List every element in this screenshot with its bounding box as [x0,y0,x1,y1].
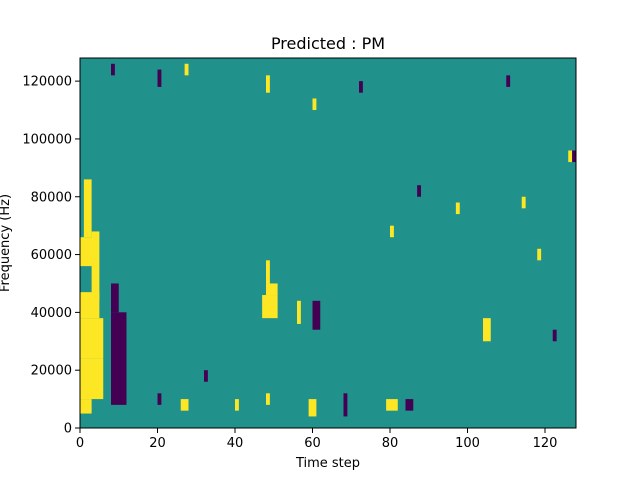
heatmap-cell [266,260,270,284]
x-tick-label: 100 [455,436,480,451]
heatmap-cell [80,399,92,414]
heatmap-background [80,58,576,428]
heatmap-cell [552,329,557,342]
y-tick-label: 120000 [22,75,72,90]
heatmap-cell [157,69,162,87]
heatmap-cell [568,150,573,163]
heatmap-cells [80,63,576,417]
heatmap-cell [80,318,104,359]
heatmap-cell [157,393,162,405]
heatmap-cell [537,248,542,261]
heatmap-cell [266,283,278,296]
heatmap-cell [312,98,317,111]
y-axis: 0 20000 40000 60000 80000 100000 120000 [22,75,80,437]
heatmap-cell [118,312,127,342]
heatmap-cell [83,179,92,238]
heatmap-cell [572,150,576,163]
heatmap-cell [111,63,115,76]
y-tick-label: 20000 [31,364,72,379]
heatmap-cell [455,202,460,215]
heatmap-cell [91,231,100,301]
plot-frame [79,57,577,429]
y-tick-label: 0 [64,422,72,437]
heatmap-cell [180,399,189,411]
x-tick-label: 0 [76,436,84,451]
heatmap-cell [417,185,421,197]
heatmap-cell [343,393,348,417]
heatmap-cell [297,300,301,324]
heatmap-cell [111,283,119,313]
heatmap-cell [80,358,104,400]
x-tick-label: 120 [533,436,558,451]
heatmap-cell [521,196,526,209]
heatmap-cell [184,63,189,76]
x-axis-label: Time step [295,456,360,471]
heatmap-cell [483,318,491,342]
chart-title: Predicted : PM [271,34,385,53]
y-axis-label: Frequency (Hz) [0,194,13,292]
heatmap-cell [312,300,321,330]
heatmap-cell [308,399,317,417]
heatmap-cell [235,399,239,411]
plot-area [79,57,577,429]
heatmap-cell [506,75,511,87]
x-tick-label: 80 [382,436,399,451]
heatmap-cell [262,295,278,319]
heatmap-cell [386,399,398,411]
x-tick-label: 40 [227,436,244,451]
y-tick-label: 60000 [31,248,72,263]
y-tick-label: 100000 [22,132,72,147]
x-axis: 0 20 40 60 80 100 120 [76,428,558,451]
y-tick-label: 40000 [31,306,72,321]
heatmap-cell [266,393,270,405]
heatmap-cell [204,370,208,382]
heatmap-cell [266,75,270,93]
x-tick-label: 60 [304,436,321,451]
heatmap-cell [405,399,414,411]
heatmap-cell [359,81,363,93]
heatmap-cell [390,225,394,238]
x-tick-label: 20 [149,436,166,451]
y-tick-label: 80000 [31,190,72,205]
